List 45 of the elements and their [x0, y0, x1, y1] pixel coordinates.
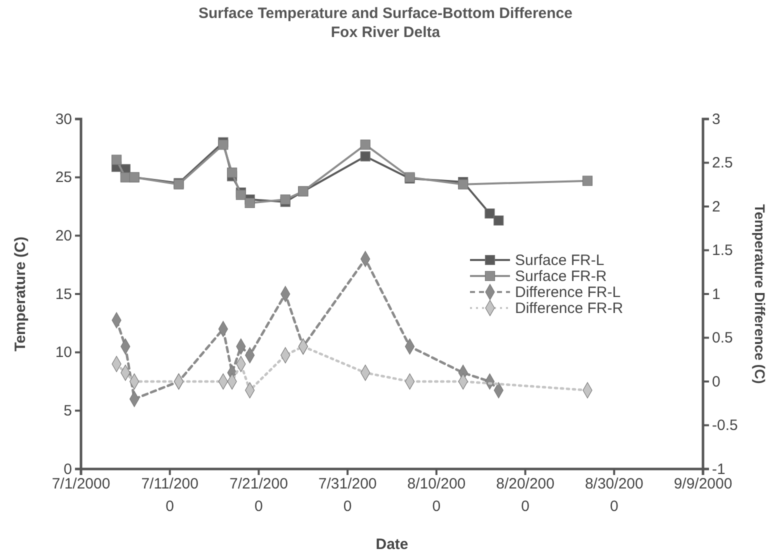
- legend-label: Difference FR-R: [515, 300, 624, 317]
- y-tick-label: 25: [55, 169, 72, 186]
- point: [280, 194, 290, 205]
- y-axis-title: Temperature (C): [12, 236, 29, 352]
- x-tick-label: 7/11/2000: [141, 476, 198, 516]
- point: [484, 208, 495, 219]
- y2-tick-label: -0.5: [712, 417, 738, 434]
- y2-tick-label: 2: [712, 198, 720, 216]
- y2-tick-label: -1: [712, 460, 726, 478]
- y2-axis-title: Temperature Difference (C): [752, 204, 768, 384]
- y-tick-label: 0: [64, 460, 72, 478]
- legend-label: Difference FR-L: [515, 284, 621, 301]
- chart-subtitle: Fox River Delta: [330, 24, 441, 41]
- x-tick-label: 8/20/2000: [496, 476, 554, 516]
- y-tick-label: 5: [64, 402, 72, 420]
- y2-tick-label: 0: [712, 373, 720, 390]
- x-axis-title: Date: [376, 536, 408, 553]
- x-tick-label: 9/9/2000: [674, 476, 732, 493]
- x-tick-label: 8/30/2000: [584, 476, 644, 516]
- chart-title: Surface Temperature and Surface-Bottom Difference: [198, 5, 572, 22]
- point: [244, 198, 255, 208]
- point: [582, 176, 593, 186]
- point: [494, 215, 504, 226]
- point: [360, 140, 370, 150]
- point: [360, 151, 370, 162]
- y2-tick-label: 1: [712, 286, 720, 303]
- y-tick-label: 15: [55, 286, 72, 303]
- x-tick-label: 8/10/2000: [407, 476, 466, 516]
- legend-label: Surface FR-L: [515, 252, 604, 269]
- y2-tick-label: 1.5: [712, 242, 733, 260]
- point: [458, 179, 468, 190]
- y-tick-label: 30: [55, 110, 72, 128]
- y2-tick-label: 0.5: [712, 330, 733, 347]
- point: [236, 190, 246, 200]
- y-tick-label: 10: [55, 344, 72, 362]
- point: [112, 154, 122, 165]
- x-tick-label: 7/1/2000: [52, 476, 110, 493]
- x-tick-label: 7/21/2000: [230, 476, 288, 516]
- y-tick-label: 20: [55, 227, 72, 244]
- y2-tick-label: 3: [712, 110, 720, 128]
- x-tick-label: 7/31/2000: [318, 476, 377, 516]
- point: [227, 168, 238, 178]
- y2-tick-label: 2.5: [712, 154, 733, 172]
- point: [218, 140, 228, 150]
- legend-label: Surface FR-R: [515, 268, 607, 285]
